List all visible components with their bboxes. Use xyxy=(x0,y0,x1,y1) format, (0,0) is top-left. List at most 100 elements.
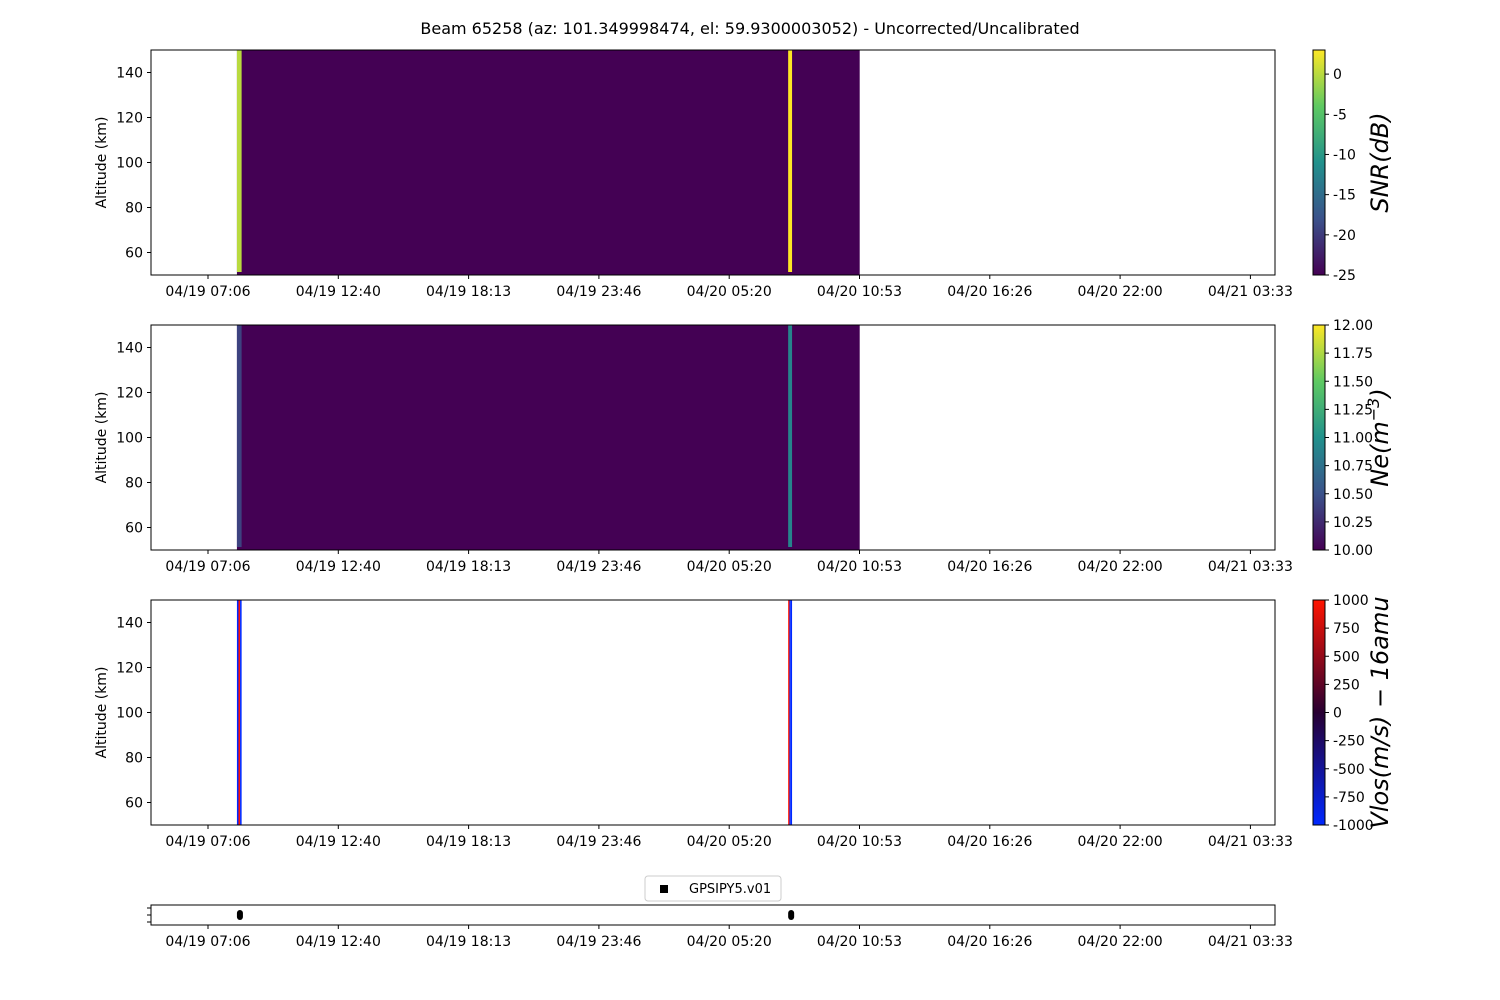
colorbar-tick-label: 10.25 xyxy=(1333,515,1373,531)
x-tick-label: 04/19 23:46 xyxy=(556,834,641,850)
x-tick-label: 04/19 23:46 xyxy=(556,559,641,575)
colorbar-tick-label: 0 xyxy=(1333,706,1342,722)
x-tick-label: 04/20 16:26 xyxy=(947,834,1032,850)
x-tick-label: 04/21 03:33 xyxy=(1208,834,1293,850)
heatmap-burst-1-stripe-3 xyxy=(240,600,242,825)
colorbar-tick-label: 250 xyxy=(1333,677,1360,693)
y-axis-label: Altitude (km) xyxy=(94,117,110,209)
heatmap-burst-2-stripe-2 xyxy=(789,600,791,825)
colorbar-vlos xyxy=(1312,599,1326,826)
x-tick-label: 04/20 05:20 xyxy=(687,934,772,950)
y-tick-label: 120 xyxy=(116,386,143,402)
y-tick-label: 60 xyxy=(125,246,143,262)
colorbar-tick-label: -250 xyxy=(1333,734,1365,750)
colorbar-tick-label: -10 xyxy=(1333,147,1356,163)
axes-frame xyxy=(150,904,1276,926)
x-tick-label: 04/20 05:20 xyxy=(687,834,772,850)
x-tick-label: 04/20 22:00 xyxy=(1078,834,1163,850)
x-tick-label: 04/20 22:00 xyxy=(1078,284,1163,300)
heatmap-burst-2-stripe-3 xyxy=(790,600,793,825)
x-tick-label: 04/20 10:53 xyxy=(817,934,902,950)
x-tick-label: 04/19 12:40 xyxy=(296,834,381,850)
colorbar-tick-label: 12.00 xyxy=(1333,318,1373,334)
x-tick-label: 04/20 16:26 xyxy=(947,934,1032,950)
x-tick-label: 04/21 03:33 xyxy=(1208,284,1293,300)
colorbar-tick-label: 10.75 xyxy=(1333,459,1373,475)
panel-vlos: 60 80 100 120 140 Altitude (km) 1000 750 500 250 0… xyxy=(94,593,1394,850)
x-tick-label: 04/20 16:26 xyxy=(947,559,1032,575)
heatmap-burst-1-stripe-1 xyxy=(236,600,239,825)
y-tick-label: 100 xyxy=(116,431,143,447)
colorbar-label: Ne(m−3) xyxy=(1364,388,1395,486)
y-tick-label: 60 xyxy=(125,521,143,537)
colorbar-tick-label: 750 xyxy=(1333,621,1360,637)
colorbar-tick-label: -1000 xyxy=(1333,818,1374,834)
x-tick-label: 04/19 07:06 xyxy=(165,834,250,850)
heatmap-background xyxy=(236,50,860,275)
legend-marker xyxy=(660,885,668,893)
x-tick-label: 04/19 12:40 xyxy=(296,284,381,300)
heatmap-burst-2 xyxy=(788,50,793,272)
colorbar-tick-label: 11.50 xyxy=(1333,374,1373,390)
x-tick-label: 04/19 23:46 xyxy=(556,284,641,300)
x-tick-label: 04/19 18:13 xyxy=(426,284,511,300)
x-tick-label: 04/19 18:13 xyxy=(426,559,511,575)
instrument-marker-2 xyxy=(788,910,795,920)
y-tick-label: 120 xyxy=(116,661,143,677)
colorbar-snr xyxy=(1312,49,1326,276)
colorbar-label: Vlos(m/s) − 16amu xyxy=(1366,596,1394,828)
instrument-marker-1 xyxy=(236,910,243,920)
x-tick-label: 04/19 07:06 xyxy=(165,284,250,300)
y-tick-label: 100 xyxy=(116,706,143,722)
x-tick-label: 04/20 22:00 xyxy=(1078,559,1163,575)
colorbar-tick-label: -750 xyxy=(1333,790,1365,806)
x-tick-label: 04/20 10:53 xyxy=(817,284,902,300)
colorbar-tick-label: 11.75 xyxy=(1333,346,1373,362)
x-tick-label: 04/20 05:20 xyxy=(687,559,772,575)
heatmap-burst-2-stripe-1 xyxy=(788,600,790,825)
x-tick-label: 04/20 10:53 xyxy=(817,559,902,575)
colorbar-ne xyxy=(1312,324,1326,551)
x-tick-label: 04/20 05:20 xyxy=(687,284,772,300)
panel-snr: 60 80 100 120 140 Altitude (km) 0 -5 -10 -15 -20 -2… xyxy=(94,49,1394,300)
y-tick-label: 80 xyxy=(125,201,143,217)
heatmap-burst-2 xyxy=(788,325,793,547)
panels: 60 80 100 120 140 Altitude (km) 0 -5 -10 -15 -20 -2… xyxy=(94,49,1394,950)
y-tick-label: 100 xyxy=(116,156,143,172)
x-tick-label: 04/20 16:26 xyxy=(947,284,1032,300)
x-tick-label: 04/19 18:13 xyxy=(426,834,511,850)
x-tick-label: 04/21 03:33 xyxy=(1208,934,1293,950)
x-tick-label: 04/19 12:40 xyxy=(296,559,381,575)
x-tick-label: 04/19 12:40 xyxy=(296,934,381,950)
panel-instrument: GPSIPY5.v01 04/19 07:06 04/19 12:40 04/19 1… xyxy=(147,875,1293,950)
x-tick-label: 04/20 10:53 xyxy=(817,834,902,850)
y-tick-label: 140 xyxy=(116,66,143,82)
legend-box xyxy=(644,875,782,902)
axes-frame xyxy=(150,324,1276,551)
heatmap-burst-1-stripe-2 xyxy=(238,600,241,825)
colorbar-tick-label: -5 xyxy=(1333,107,1347,123)
figure-title: Beam 65258 (az: 101.349998474, el: 59.93… xyxy=(420,19,1079,38)
heatmap-burst-1 xyxy=(236,325,242,547)
x-tick-label: 04/19 07:06 xyxy=(165,934,250,950)
axes-frame xyxy=(150,599,1276,826)
colorbar-tick-label: 10.50 xyxy=(1333,487,1373,503)
legend-label: GPSIPY5.v01 xyxy=(689,882,771,897)
heatmap-burst-1 xyxy=(236,50,242,272)
axes-frame xyxy=(150,49,1276,276)
panel-ne: 60 80 100 120 140 Altitude (km) 12.00 11.75 11.5… xyxy=(94,318,1394,575)
y-tick-label: 80 xyxy=(125,751,143,767)
y-tick-label: 60 xyxy=(125,796,143,812)
y-axis-label: Altitude (km) xyxy=(94,667,110,759)
colorbar-tick-label: 0 xyxy=(1333,67,1342,83)
colorbar-tick-label: -15 xyxy=(1333,188,1356,204)
colorbar-tick-label: 11.00 xyxy=(1333,431,1373,447)
x-tick-label: 04/19 23:46 xyxy=(556,934,641,950)
colorbar-tick-label: -20 xyxy=(1333,228,1356,244)
x-tick-label: 04/19 07:06 xyxy=(165,559,250,575)
x-tick-label: 04/20 22:00 xyxy=(1078,934,1163,950)
y-tick-label: 140 xyxy=(116,341,143,357)
colorbar-tick-label: 11.25 xyxy=(1333,402,1373,418)
heatmap-background xyxy=(236,325,860,550)
